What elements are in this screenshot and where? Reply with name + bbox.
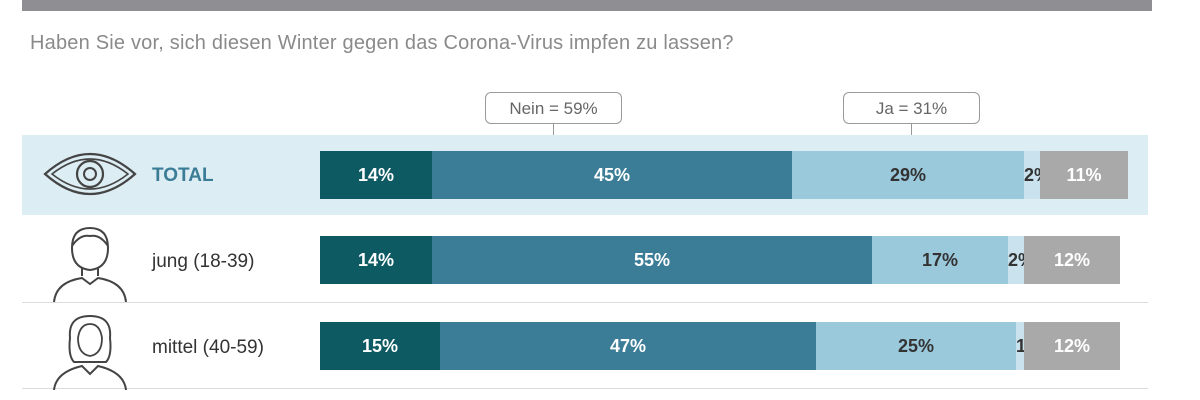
segment-weiss-nicht: 11%	[1040, 151, 1128, 199]
nein-callout-connector	[553, 124, 554, 140]
row-separator	[22, 388, 1148, 389]
ja-callout-connector	[911, 124, 912, 140]
segment-entschieden-nein: 14%	[320, 236, 432, 284]
nein-callout: Nein = 59%	[485, 92, 622, 124]
row-label-jung: jung (18-39)	[152, 251, 255, 272]
segment-entschieden-nein: 15%	[320, 322, 440, 370]
segment-entschieden-nein: 14%	[320, 151, 432, 199]
segment-eher-nein: 45%	[432, 151, 792, 199]
segment-entschieden-ja: 2%	[1024, 151, 1050, 199]
segment-eher-ja: 25%	[816, 322, 1016, 370]
eye-icon	[43, 153, 137, 195]
row-separator	[22, 302, 1148, 303]
female-person-icon	[53, 314, 127, 390]
segment-eher-nein: 47%	[440, 322, 816, 370]
segment-entschieden-ja: 1%	[1016, 322, 1042, 370]
segment-weiss-nicht: 12%	[1024, 322, 1120, 370]
segment-eher-ja: 29%	[792, 151, 1024, 199]
row-label-mittel: mittel (40-59)	[152, 337, 264, 358]
header-bar	[22, 0, 1152, 11]
segment-weiss-nicht: 12%	[1024, 236, 1120, 284]
ja-callout: Ja = 31%	[843, 92, 980, 124]
segment-eher-nein: 55%	[432, 236, 872, 284]
bar-jung: 14% 55% 17% 2% 12%	[320, 236, 1120, 284]
question-text: Haben Sie vor, sich diesen Winter gegen …	[30, 32, 734, 54]
bar-mittel: 15%47%25%1%12%	[320, 322, 1120, 370]
segment-entschieden-ja: 2%	[1008, 236, 1034, 284]
bar-total: 14% 45% 29% 2% 11%	[320, 151, 1128, 199]
row-label-total: TOTAL	[152, 165, 214, 186]
male-person-icon	[53, 226, 127, 302]
segment-eher-ja: 17%	[872, 236, 1008, 284]
